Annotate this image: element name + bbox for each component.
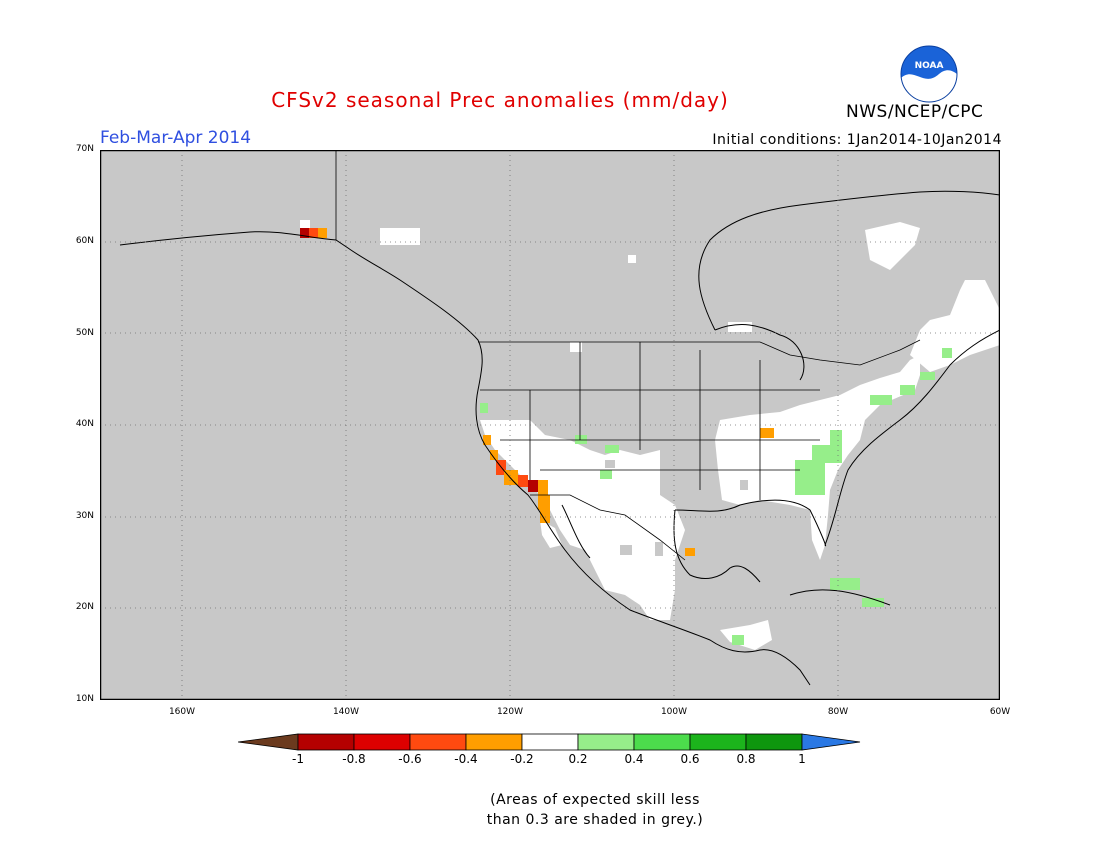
colorbar-bin bbox=[297, 733, 355, 751]
skill-note: (Areas of expected skill less than 0.3 a… bbox=[0, 790, 1100, 830]
colorbar-label: 1 bbox=[798, 752, 806, 766]
noaa-logo: NOAA bbox=[894, 44, 964, 108]
colorbar bbox=[238, 733, 861, 751]
colorbar-label: -1 bbox=[292, 752, 304, 766]
map-frame bbox=[100, 150, 1000, 700]
colorbar-label: -0.8 bbox=[342, 752, 366, 766]
anomaly-map bbox=[100, 150, 1000, 700]
colorbar-bin bbox=[689, 733, 747, 751]
lon-label-100w: 100W bbox=[660, 707, 688, 717]
skill-note-line: than 0.3 are shaded in grey.) bbox=[486, 812, 704, 828]
colorbar-label: -0.2 bbox=[510, 752, 534, 766]
colorbar-label: 0.2 bbox=[568, 752, 588, 766]
lon-label-80w: 80W bbox=[827, 707, 849, 717]
colorbar-label: 0.8 bbox=[736, 752, 756, 766]
colorbar-label: 0.6 bbox=[680, 752, 700, 766]
coastlines bbox=[119, 190, 1000, 686]
forecast-period: Feb-Mar-Apr 2014 bbox=[100, 128, 252, 148]
political-boundaries bbox=[335, 150, 921, 561]
skill-note-line: (Areas of expected skill less bbox=[490, 792, 700, 808]
positive-anomaly-cells bbox=[480, 348, 952, 645]
colorbar-bin bbox=[633, 733, 691, 751]
colorbar-label: 0.4 bbox=[624, 752, 644, 766]
colorbar-bin bbox=[409, 733, 467, 751]
colorbar-upper-arrow bbox=[801, 733, 861, 751]
lat-label-40n: 40N bbox=[75, 419, 94, 429]
map-title: CFSv2 seasonal Prec anomalies (mm/day) bbox=[271, 88, 729, 112]
lat-label-70n: 70N bbox=[75, 144, 94, 154]
lat-label-10n: 10N bbox=[75, 694, 94, 704]
colorbar-bin bbox=[465, 733, 523, 751]
colorbar-label: -0.4 bbox=[454, 752, 478, 766]
lat-label-20n: 20N bbox=[75, 602, 94, 612]
lat-label-30n: 30N bbox=[75, 511, 94, 521]
colorbar-bin bbox=[577, 733, 635, 751]
lon-label-160w: 160W bbox=[168, 707, 196, 717]
colorbar-bin bbox=[521, 733, 579, 751]
initial-conditions: Initial conditions: 1Jan2014-10Jan2014 bbox=[712, 132, 1002, 148]
lon-label-140w: 140W bbox=[332, 707, 360, 717]
colorbar-lower-arrow bbox=[238, 733, 299, 751]
logo-text: NOAA bbox=[915, 61, 944, 71]
lat-label-60n: 60N bbox=[75, 236, 94, 246]
lon-label-60w: 60W bbox=[989, 707, 1011, 717]
lon-label-120w: 120W bbox=[496, 707, 524, 717]
lat-label-50n: 50N bbox=[75, 328, 94, 338]
colorbar-bin bbox=[745, 733, 803, 751]
colorbar-label: -0.6 bbox=[398, 752, 422, 766]
graticule bbox=[100, 150, 1000, 700]
colorbar-bin bbox=[353, 733, 411, 751]
agency-label: NWS/NCEP/CPC bbox=[846, 102, 984, 122]
